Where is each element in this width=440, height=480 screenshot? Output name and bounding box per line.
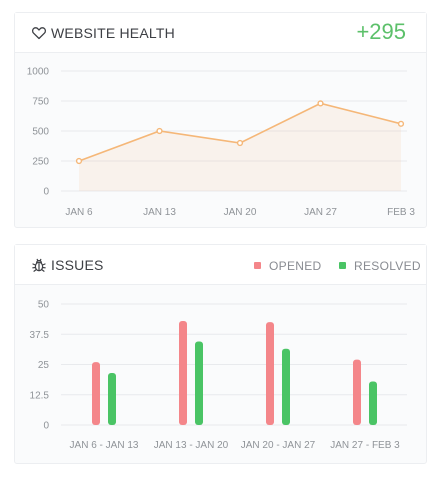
issues-x-tick-label: JAN 27 - FEB 3 <box>330 440 400 451</box>
website-health-title: WEBSITE HEALTH <box>51 25 175 41</box>
legend-opened: OPENED <box>254 259 321 273</box>
health-x-tick-label: JAN 13 <box>143 207 176 218</box>
health-y-tick-label: 250 <box>32 157 49 168</box>
issues-bar-resolved <box>195 341 203 425</box>
legend-resolved-swatch <box>339 262 346 269</box>
health-point <box>156 127 163 135</box>
health-y-tick-label: 500 <box>32 127 49 138</box>
issues-x-tick-label: JAN 6 - JAN 13 <box>70 440 139 451</box>
issues-card: ISSUES OPENED RESOLVED 50 37.5 25 12.5 0 JAN … <box>14 244 427 464</box>
health-y-tick-label: 0 <box>43 187 49 198</box>
issues-bar-opened <box>353 359 361 425</box>
heart-icon <box>31 27 47 40</box>
issues-bar-opened <box>92 362 100 425</box>
health-y-tick-label: 1000 <box>27 67 50 78</box>
health-point <box>75 157 83 165</box>
health-point <box>317 100 324 107</box>
health-x-tick-label: JAN 6 <box>65 207 93 218</box>
issues-y-tick-label: 12.5 <box>30 390 50 401</box>
health-delta-value: +295 <box>356 19 406 44</box>
health-area <box>79 103 401 191</box>
legend-resolved-label: RESOLVED <box>354 259 421 273</box>
issues-bar-opened <box>179 320 187 425</box>
website-health-card: WEBSITE HEALTH +295 1000 750 500 250 0 JAN 6 J… <box>14 12 427 228</box>
bug-icon <box>32 258 46 272</box>
legend-opened-swatch <box>254 262 261 269</box>
health-x-tick-label: FEB 3 <box>387 207 415 218</box>
legend-opened-label: OPENED <box>269 259 322 273</box>
issues-bar-resolved <box>282 348 290 425</box>
issues-bar-opened <box>266 322 274 425</box>
health-point <box>397 120 405 127</box>
issues-x-tick-label: JAN 20 - JAN 27 <box>241 440 316 451</box>
issues-header: ISSUES OPENED RESOLVED <box>15 245 426 285</box>
issues-bar-resolved <box>108 372 116 425</box>
issues-bar-resolved <box>369 381 377 425</box>
legend-resolved: RESOLVED <box>339 259 421 273</box>
website-health-header: WEBSITE HEALTH +295 <box>15 13 426 53</box>
health-y-tick-label: 750 <box>32 97 49 108</box>
issues-chart: 50 37.5 25 12.5 0 JAN 6 - JAN 13 JAN 13 - JAN … <box>30 300 407 451</box>
health-x-tick-label: JAN 27 <box>304 207 337 218</box>
website-health-chart: 1000 750 500 250 0 JAN 6 JAN 13 JAN 20 JAN 27 FEB… <box>27 67 416 219</box>
issues-x-tick-label: JAN 13 - JAN 20 <box>154 440 229 451</box>
issues-y-tick-label: 50 <box>38 300 50 311</box>
issues-y-tick-label: 37.5 <box>30 330 50 341</box>
issues-y-tick-label: 0 <box>43 421 49 432</box>
issues-title: ISSUES <box>51 257 104 273</box>
health-x-tick-label: JAN 20 <box>224 207 257 218</box>
health-point <box>236 139 244 147</box>
issues-y-tick-label: 25 <box>38 360 50 371</box>
